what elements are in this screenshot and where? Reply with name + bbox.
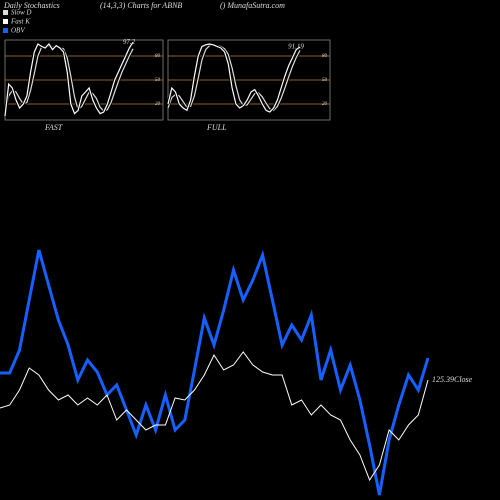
y-tick-label: 80: [322, 54, 328, 59]
value-annotation: 97.2: [123, 38, 136, 46]
legend-label: Fast K: [10, 18, 30, 26]
panel-label: FAST: [44, 123, 63, 132]
y-tick-label: 50: [155, 78, 161, 83]
y-tick-label: 20: [155, 102, 161, 107]
panel-label: FULL: [206, 123, 227, 132]
legend-label: Slow D: [11, 9, 31, 17]
value-annotation: 125.39Close: [432, 375, 473, 384]
y-tick-label: 50: [322, 78, 328, 83]
series-line: [4, 45, 134, 113]
line-outline: [3, 41, 135, 117]
legend-swatch: [3, 19, 8, 24]
series-line: [167, 43, 301, 113]
series-line: [167, 44, 301, 112]
series-line: [0, 249, 430, 496]
y-tick-label: 80: [155, 54, 161, 59]
subtitle: (14,3,3) Charts for ABNB: [100, 1, 182, 10]
legend-swatch: [3, 28, 8, 33]
legend-label: OBV: [11, 27, 25, 35]
series-line: [0, 351, 429, 482]
source: () MunafaSutra.com: [220, 1, 285, 10]
title: Daily Stochastics: [3, 1, 60, 10]
value-annotation: 91.19: [288, 43, 304, 51]
legend-swatch: [3, 10, 8, 15]
series-line: [4, 41, 134, 117]
y-tick-label: 20: [322, 102, 328, 107]
